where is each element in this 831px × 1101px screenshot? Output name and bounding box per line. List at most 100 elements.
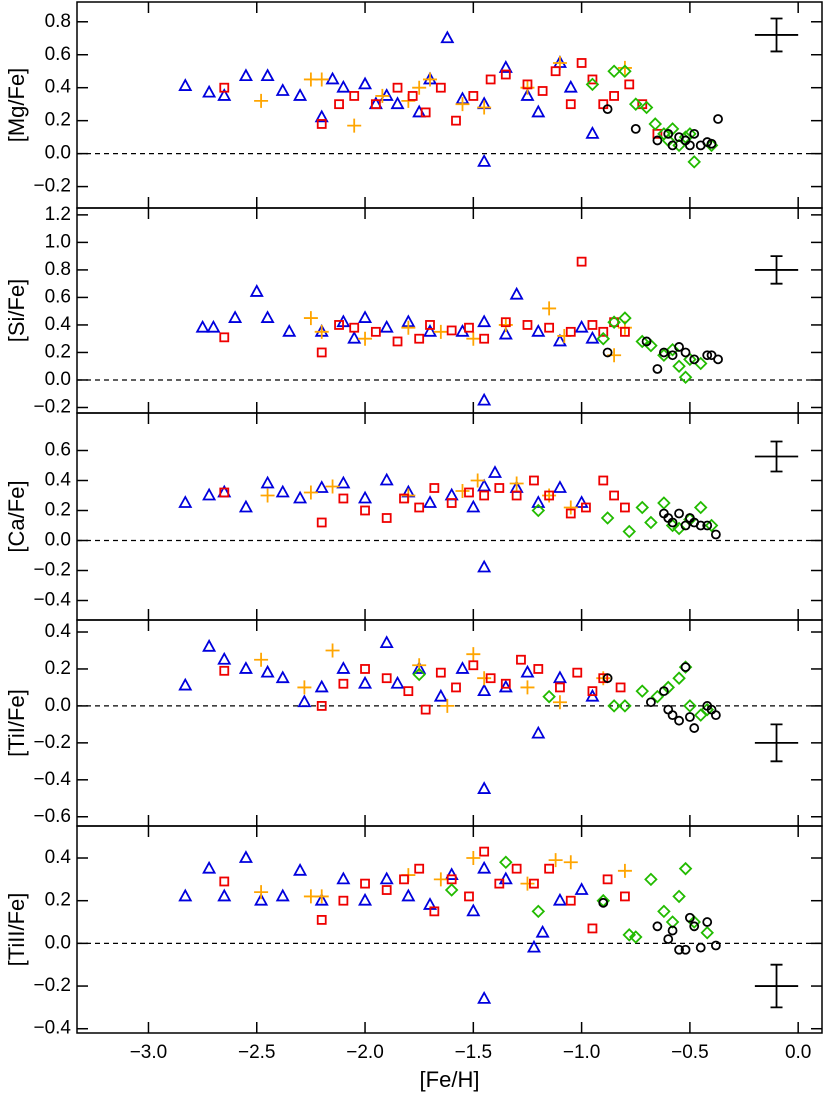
panel: −0.4 −0.2 0.0 0.2 0.4 −3.0 −2.5 −2.0 −1.5 −1.0 −0.…	[4, 825, 823, 1092]
triangle-marker	[509, 286, 524, 300]
y-tick-label: −0.2	[33, 397, 71, 418]
square-marker	[598, 475, 609, 486]
y-tick-label: 0.2	[45, 500, 71, 521]
triangle-marker	[455, 661, 470, 674]
y-axis-title: [Mg/Fe]	[4, 68, 29, 143]
square-marker	[652, 128, 663, 139]
square-marker	[420, 704, 431, 715]
circle-marker	[659, 347, 669, 358]
circle-marker	[602, 104, 613, 115]
diamond-marker	[644, 338, 658, 353]
diamond-marker	[607, 699, 621, 713]
circle-marker	[702, 350, 713, 361]
circle-marker	[684, 712, 695, 722]
diamond-marker	[499, 855, 513, 870]
diamond-marker	[622, 524, 637, 539]
series	[219, 846, 630, 934]
square-marker	[429, 906, 440, 917]
y-tick-label: −0.4	[33, 769, 71, 790]
x-tick-label: −2.0	[346, 1042, 384, 1063]
circle-marker	[680, 944, 691, 955]
triangle-marker	[249, 284, 264, 297]
diamond-marker	[618, 699, 632, 713]
square-marker	[565, 508, 576, 519]
square-marker	[544, 322, 555, 333]
plus-marker	[548, 853, 563, 868]
triangle-marker	[390, 675, 405, 689]
triangle-marker	[477, 314, 492, 328]
triangle-marker	[314, 480, 329, 493]
triangle-marker	[552, 333, 567, 347]
y-tick-label: 0.2	[45, 341, 71, 362]
plus-marker	[254, 652, 269, 667]
circle-marker	[706, 138, 717, 149]
triangle-marker	[178, 78, 193, 91]
circle-marker	[667, 710, 678, 721]
triangle-marker	[477, 478, 492, 492]
series	[254, 851, 632, 904]
square-marker	[381, 513, 392, 523]
plus-marker	[314, 72, 329, 87]
triangle-marker	[358, 76, 373, 90]
series	[178, 635, 600, 794]
y-tick-label: 0.6	[45, 440, 71, 461]
series	[585, 64, 719, 169]
square-marker	[392, 336, 403, 347]
diamond-marker	[700, 925, 714, 940]
circle-marker	[663, 934, 674, 945]
y-tick-label: 0.0	[45, 530, 71, 551]
circle-marker	[652, 135, 663, 146]
plus-marker	[254, 885, 269, 900]
diamond-marker	[635, 334, 650, 349]
triangle-marker	[422, 323, 438, 337]
circle-marker	[641, 336, 652, 347]
square-marker	[522, 320, 533, 330]
triangle-marker	[195, 319, 210, 333]
circle-marker	[667, 140, 678, 151]
series	[659, 508, 721, 540]
series	[178, 850, 589, 1004]
circle-marker	[702, 520, 713, 531]
triangle-marker	[238, 499, 253, 513]
square-marker	[468, 660, 479, 671]
square-marker	[620, 326, 630, 337]
plot-frame	[76, 412, 823, 621]
x-axis-title: [Fe/H]	[420, 1067, 480, 1092]
series	[602, 662, 721, 733]
circle-marker	[680, 520, 691, 531]
square-marker	[598, 326, 609, 337]
circle-marker	[702, 137, 713, 147]
triangle-marker	[422, 495, 438, 508]
triangle-marker	[297, 694, 312, 708]
series	[178, 30, 600, 167]
triangle-marker	[275, 670, 290, 684]
panel: −0.2 0.0 0.2 0.4 0.6 0.8 1.0 1.2 [Si/Fe]	[4, 204, 823, 418]
triangle-marker	[477, 781, 492, 794]
triangle-marker	[498, 326, 513, 340]
triangle-marker	[202, 487, 217, 501]
diamond-marker	[444, 883, 459, 897]
y-tick-label: 0.4	[45, 470, 72, 491]
circle-marker	[680, 662, 691, 673]
triangle-marker	[293, 862, 308, 876]
circle-marker	[602, 347, 613, 358]
square-marker	[464, 891, 474, 902]
square-marker	[576, 256, 587, 267]
diamond-marker	[678, 370, 693, 385]
diamond-marker	[683, 352, 697, 367]
diamond-marker	[635, 684, 650, 698]
square-marker	[500, 69, 511, 80]
square-marker	[598, 673, 609, 684]
diamond-marker	[678, 861, 693, 876]
diamond-marker	[657, 496, 671, 510]
square-marker	[414, 863, 425, 874]
y-tick-label: 0.0	[45, 369, 71, 390]
triangle-marker	[552, 670, 567, 684]
triangle-marker	[379, 472, 394, 486]
y-tick-label: −0.4	[33, 590, 71, 611]
square-marker	[316, 119, 327, 129]
square-marker	[516, 654, 526, 665]
panel: −0.4 −0.2 0.0 0.2 0.4 0.6 [Ca/Fe]	[4, 412, 823, 621]
plus-marker	[455, 484, 470, 498]
square-marker	[587, 320, 598, 330]
